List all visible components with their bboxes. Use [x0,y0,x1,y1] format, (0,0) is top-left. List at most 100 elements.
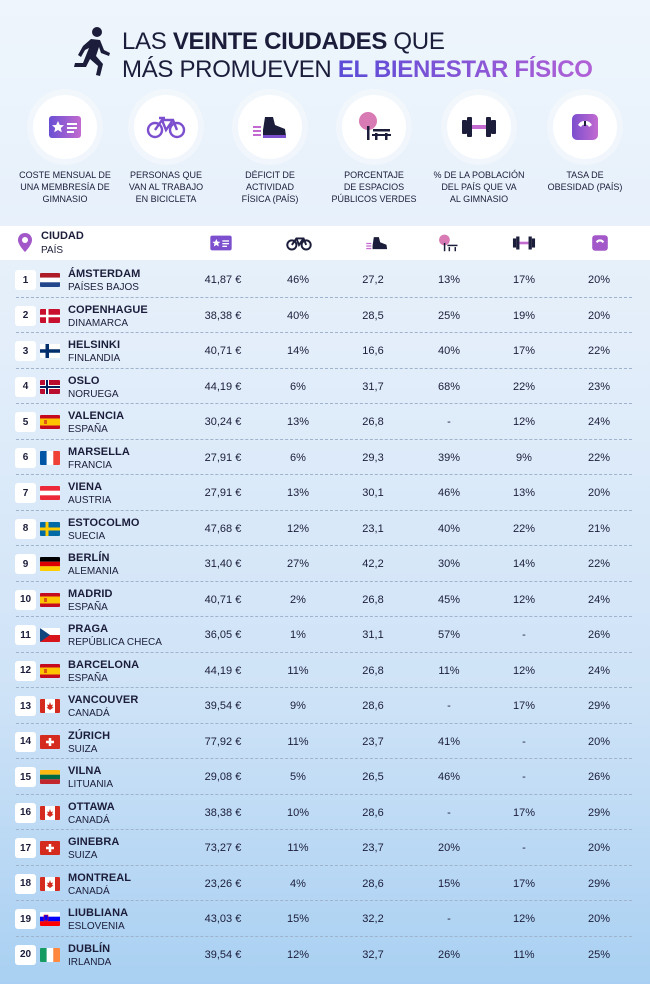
dumbbell-icon [511,234,537,252]
cell-gym-pop: - [522,629,526,641]
cell-bike: 2% [290,593,306,606]
cell-obesity: 29% [587,700,611,712]
cell-gym-cost: 39,54 € [204,700,242,712]
city-name: DUBLÍN [68,942,111,955]
cell-obesity: 29% [587,877,611,890]
cell-gym-cost: 29,08 € [204,771,242,783]
table-row: 12 BARCELONA ESPAÑA 44,19 € 11% 26,8 11% 12% 24% [0,653,650,689]
no-flag-icon [40,379,60,394]
dk-flag-icon [40,308,60,323]
cell-deficit: 28,6 [362,806,384,819]
header: LAS VEINTE CIUDADES QUE MÁS PROMUEVEN EL… [0,0,650,95]
es-flag-icon [40,592,60,607]
bicycle-icon [146,116,186,139]
cell-gym-pop: 17% [512,345,536,357]
country-name: REPÚBLICA CHECA [68,637,162,648]
cell-deficit: 26,8 [362,593,384,606]
cell-bike: 12% [286,522,310,535]
cell-deficit: 16,6 [362,345,384,357]
location-pin-icon [18,233,32,252]
country-name: CANADÁ [68,708,110,719]
ie-flag-icon [40,947,60,962]
park-icon [359,112,391,140]
cell-deficit: 29,3 [362,451,384,464]
rank-badge: 16 [15,802,36,823]
country-name: SUECIA [68,530,106,542]
cell-green: 57% [437,629,461,641]
city-name: MARSELLA [68,445,130,458]
ca-flag-icon [40,699,60,713]
city-name: BARCELONA [68,658,140,671]
rank-badge: 2 [15,305,36,326]
table-row: 4 OSLO NORUEGA 44,19 € 6% 31,7 68% 22% 23% [0,369,650,405]
city-name: COPENHAGUE [68,303,148,316]
rank-badge: 10 [15,589,36,610]
cell-green: 68% [437,380,461,393]
dumbbell-icon [462,117,496,137]
cell-gym-cost: 40,71 € [204,345,242,357]
cell-gym-pop: 12% [512,593,536,606]
cell-gym-cost: 38,38 € [204,309,242,322]
ca-flag-icon [40,805,60,820]
cell-gym-cost: 30,24 € [204,416,242,428]
cell-gym-pop: - [522,735,526,748]
cell-green: - [447,416,451,428]
rank-badge: 17 [15,838,36,858]
cell-gym-cost: 23,26 € [204,877,242,890]
cell-bike: 10% [286,806,310,819]
cell-obesity: 20% [587,309,611,322]
cz-flag-icon [40,628,60,642]
cell-obesity: 23% [587,380,611,393]
city-name: MADRID [68,587,113,600]
cell-bike: 11% [287,735,309,748]
metric-green: PORCENTAJE DE ESPACIOS PÚBLICOS VERDES [320,95,428,205]
country-name: PAÍSES BAJOS [68,282,139,293]
country-name: AUSTRIA [68,495,112,506]
cell-gym-pop: 17% [512,806,536,819]
table-row: 20 DUBLÍN IRLANDA 39,54 € 12% 32,7 26% 11% 25% [0,937,650,973]
rank-badge: 13 [15,696,36,716]
cell-gym-cost: 27,91 € [204,487,242,499]
header-city: CIUDAD [41,230,84,242]
es-flag-icon [40,415,60,429]
table-row: 11 PRAGA REPÚBLICA CHECA 36,05 € 1% 31,1 57% - 2… [0,617,650,653]
cell-green: 41% [437,735,461,748]
table-row: 15 VILNA LITUANIA 29,08 € 5% 26,5 46% - 26% [0,759,650,795]
metric-deficit: DÉFICIT DE ACTIVIDAD FÍSICA (PAÍS) [216,95,324,205]
city-name: ESTOCOLMO [68,516,140,529]
cell-gym-pop: 22% [512,522,536,535]
table-row: 10 MADRID ESPAÑA 40,71 € 2% 26,8 45% 12% 24% [0,582,650,618]
cell-deficit: 23,7 [362,842,384,854]
city-name: ÁMSTERDAM [68,268,141,280]
cell-deficit: 28,5 [362,309,384,322]
cell-green: - [447,806,451,819]
cell-obesity: 24% [587,593,611,606]
cell-obesity: 20% [587,487,611,499]
rank-badge: 15 [15,767,36,787]
page-title-line-1: LAS VEINTE CIUDADES QUE [122,28,445,55]
rank-badge: 9 [15,554,36,574]
table-row: 5 VALENCIA ESPAÑA 30,24 € 13% 26,8 - 12% 24% [0,404,650,440]
table-row: 19 LIUBLIANA ESLOVENIA 43,03 € 15% 32,2 - 12% 20… [0,901,650,937]
rank-badge: 3 [15,341,36,361]
fr-flag-icon [40,450,60,465]
country-name: FRANCIA [68,459,112,471]
cell-obesity: 24% [587,664,611,677]
rank-badge: 4 [15,376,36,397]
cell-bike: 15% [286,913,310,925]
cell-bike: 5% [290,771,306,783]
metric-gym-cost: COSTE MENSUAL DE UNA MEMBRESÍA DE GIMNASIO [11,95,119,205]
city-name: VALENCIA [68,410,125,422]
cell-gym-pop: 11% [513,948,535,961]
cell-obesity: 22% [587,451,611,464]
sneaker-icon [253,117,286,138]
cell-bike: 4% [290,877,306,890]
table-row: 7 VIENA AUSTRIA 27,91 € 13% 30,1 46% 13% 20% [0,475,650,511]
rank-badge: 14 [15,731,36,752]
cell-gym-pop: - [522,842,526,854]
cell-green: 20% [437,842,461,854]
metric-legend: COSTE MENSUAL DE UNA MEMBRESÍA DE GIMNASIO… [0,95,650,220]
cell-gym-cost: 73,27 € [204,842,242,854]
cell-green: - [447,700,451,712]
city-name: BERLÍN [68,552,110,564]
